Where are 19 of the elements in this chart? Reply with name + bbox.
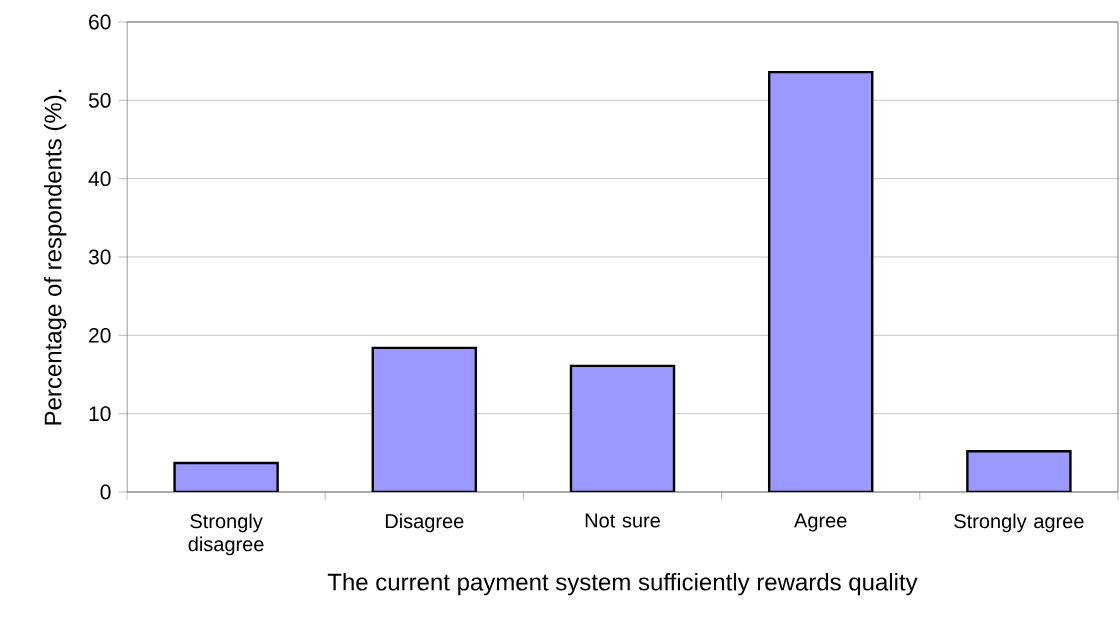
y-tick-label: 50 bbox=[88, 92, 111, 108]
x-tick-label: Strongly agree bbox=[954, 513, 1084, 533]
bar bbox=[173, 461, 279, 492]
y-tick-label: 20 bbox=[89, 327, 111, 343]
bar bbox=[371, 346, 478, 492]
y-tick-label: 60 bbox=[89, 14, 111, 30]
y-tick-label: 30 bbox=[88, 249, 111, 265]
y-tick-label: 10 bbox=[89, 406, 111, 422]
bar bbox=[569, 364, 676, 492]
y-tick-label: 0 bbox=[100, 484, 111, 500]
bar bbox=[966, 450, 1072, 492]
y-tick-label: 40 bbox=[88, 171, 111, 187]
x-tick-label: Agree bbox=[794, 513, 847, 532]
x-tick-label: Strongly disagree bbox=[188, 513, 264, 556]
x-axis-title: The current payment system sufficiently rewards quality bbox=[327, 572, 918, 596]
y-axis-title: Percentage of respondents (%). bbox=[43, 89, 67, 425]
bar bbox=[767, 70, 874, 492]
x-tick-label: Not sure bbox=[585, 513, 660, 528]
x-tick-label: Disagree bbox=[385, 513, 464, 533]
